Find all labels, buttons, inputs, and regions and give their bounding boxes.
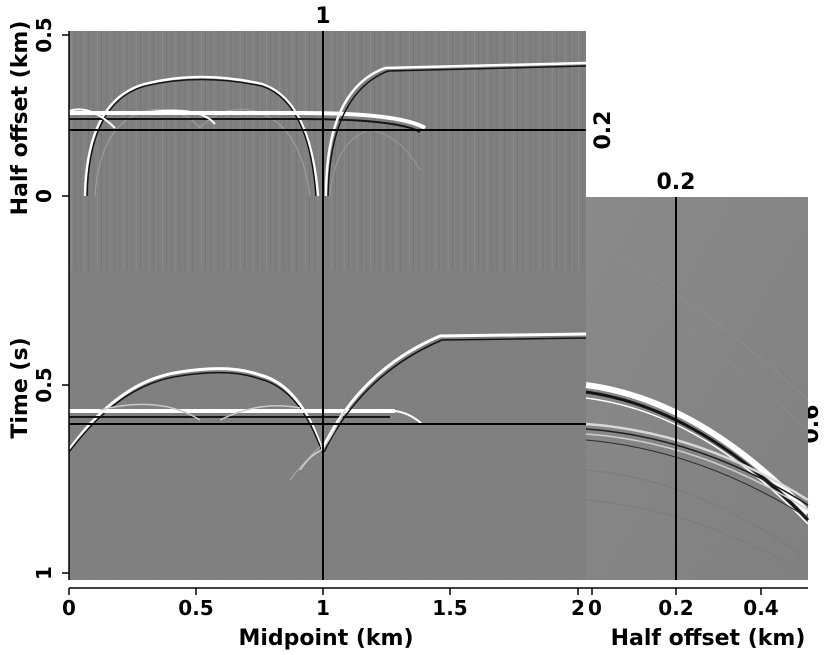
main-x-tick-label-2: 1 xyxy=(316,596,330,620)
main-panel-events xyxy=(67,332,587,481)
main-x-tick-label-4: 2 xyxy=(571,596,585,620)
main-x-tick-label-3: 1.5 xyxy=(432,596,467,620)
side-panel: 0 0.2 0.4 Half offset (km) 0.2 xyxy=(585,170,811,651)
side-panel-image xyxy=(586,197,808,580)
top-panel: 0.5 0 Half offset (km) 1 0.2 xyxy=(8,4,616,215)
main-x-tick-label-0: 0 xyxy=(62,596,76,620)
crosshair-label-top-offset: 0.2 xyxy=(591,111,616,150)
crosshair-label-midpoint: 1 xyxy=(315,4,330,29)
side-panel-events xyxy=(585,237,811,576)
side-x-tick-label-1: 0.2 xyxy=(658,596,693,620)
main-panel-ylabel: Time (s) xyxy=(8,337,33,438)
top-y-tick-label-1: 0 xyxy=(32,189,56,203)
side-panel-xlabel: Half offset (km) xyxy=(611,626,806,651)
crosshair-label-side-offset: 0.2 xyxy=(657,170,696,195)
main-y-tick-label-0: 0.5 xyxy=(32,367,56,402)
main-y-tick-label-1: 1 xyxy=(32,566,56,580)
side-x-tick-label-2: 0.4 xyxy=(743,596,778,620)
top-y-tick-label-0: 0.5 xyxy=(32,17,56,52)
side-x-tick-label-0: 0 xyxy=(588,596,602,620)
main-panel: 0.5 1 Time (s) 0 0.5 1 1.5 2 Midpoint (k… xyxy=(8,197,824,651)
main-x-tick-label-1: 0.5 xyxy=(178,596,213,620)
top-panel-ylabel: Half offset (km) xyxy=(8,21,33,216)
main-panel-xlabel: Midpoint (km) xyxy=(238,626,413,651)
